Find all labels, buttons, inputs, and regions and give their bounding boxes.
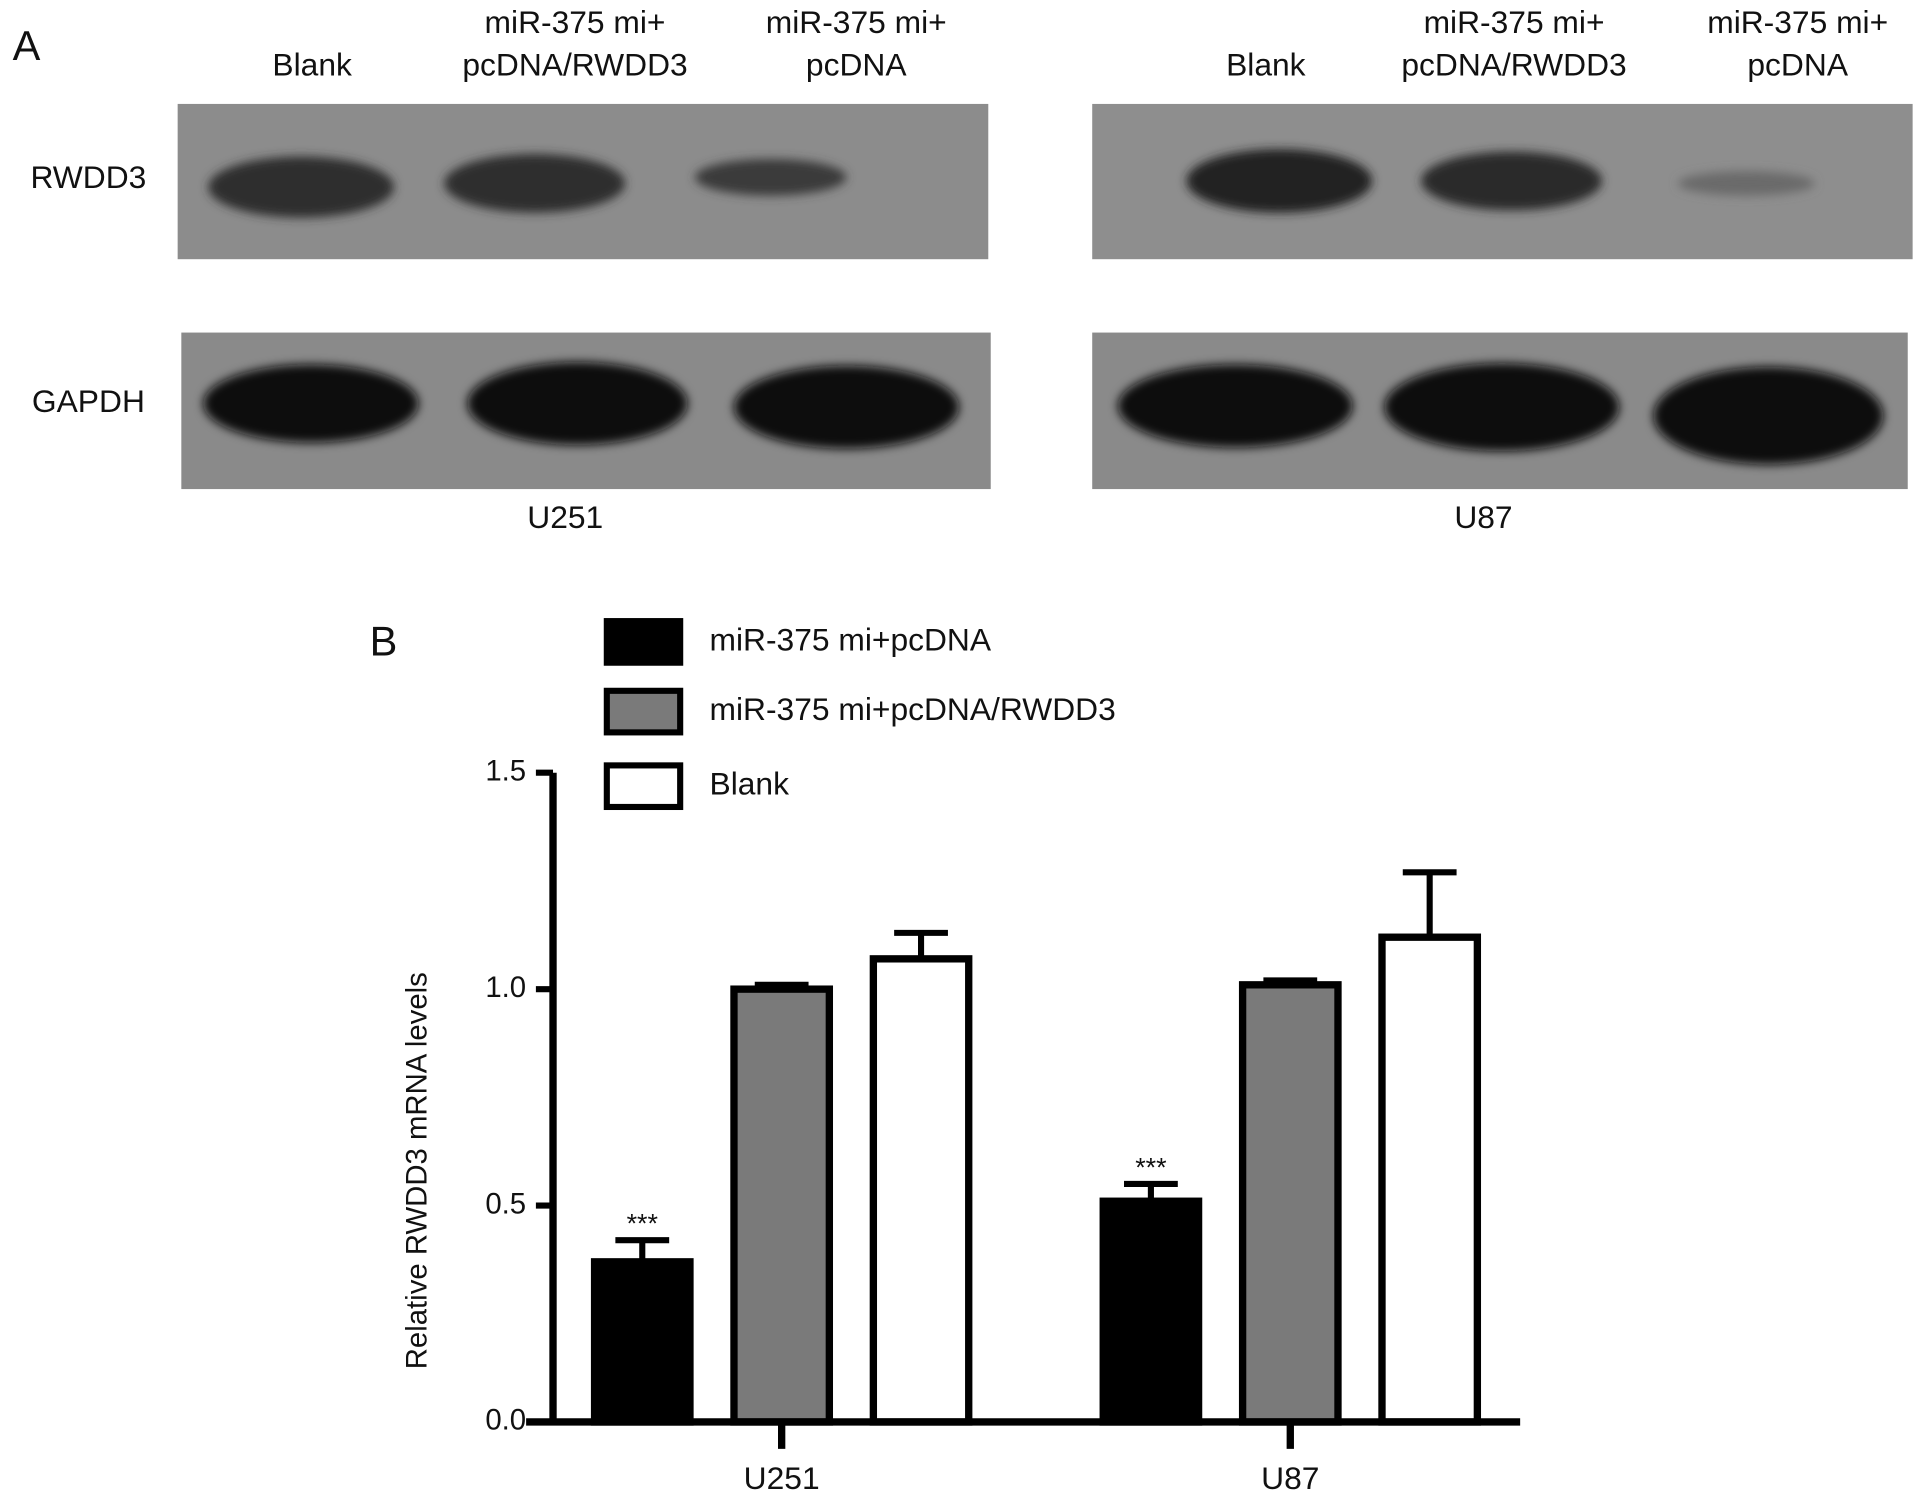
band (1117, 364, 1353, 448)
y-tick-label: 1.5 (485, 754, 526, 787)
lane-label: Blank (1226, 47, 1306, 83)
band (1677, 171, 1815, 196)
band (1384, 363, 1620, 452)
lane-label: pcDNA/RWDD3 (462, 47, 687, 83)
legend-swatch (603, 762, 684, 811)
band (1421, 151, 1603, 211)
legend-label: miR-375 mi+pcDNA (710, 621, 992, 657)
lane-label: Blank (272, 47, 352, 83)
lane-label: pcDNA/RWDD3 (1401, 47, 1626, 83)
band (467, 361, 688, 446)
legend-label: miR-375 mi+pcDNA/RWDD3 (710, 691, 1116, 727)
cell-line-label: U251 (527, 499, 603, 535)
row-label: GAPDH (32, 383, 145, 419)
legend-swatch (603, 618, 684, 666)
bar (730, 985, 834, 1426)
blots (177, 103, 1913, 490)
band (208, 156, 395, 218)
bar (1099, 1197, 1203, 1426)
significance-label: *** (627, 1209, 659, 1239)
panel-label: A (13, 22, 41, 69)
y-tick-label: 0.5 (485, 1187, 526, 1220)
bar (869, 955, 973, 1426)
row-label: RWDD3 (30, 159, 146, 195)
lane-label: miR-375 mi+ (1707, 4, 1888, 40)
bar (590, 1258, 694, 1426)
band (1186, 149, 1373, 213)
lane-label: miR-375 mi+ (485, 4, 666, 40)
y-tick-label: 0.0 (485, 1404, 526, 1437)
cell-line-label: U87 (1454, 499, 1512, 535)
y-tick-label: 1.0 (485, 971, 526, 1004)
band (1653, 366, 1884, 465)
x-tick-label: U87 (1261, 1460, 1319, 1496)
lane-label: miR-375 mi+ (1424, 4, 1605, 40)
legend-label: Blank (710, 766, 790, 802)
lane-label: pcDNA (806, 47, 907, 83)
legend-swatch (603, 687, 684, 736)
bar (1238, 981, 1342, 1426)
band (733, 365, 959, 449)
panel-label: B (370, 617, 398, 664)
bar (1378, 933, 1482, 1426)
significance-label: *** (1135, 1152, 1167, 1182)
y-axis-label: Relative RWDD3 mRNA levels (400, 972, 433, 1369)
x-tick-label: U251 (744, 1460, 820, 1496)
band (444, 154, 626, 213)
band (203, 364, 419, 443)
lane-label: pcDNA (1747, 47, 1848, 83)
lane-label: miR-375 mi+ (766, 4, 947, 40)
band (694, 158, 847, 196)
